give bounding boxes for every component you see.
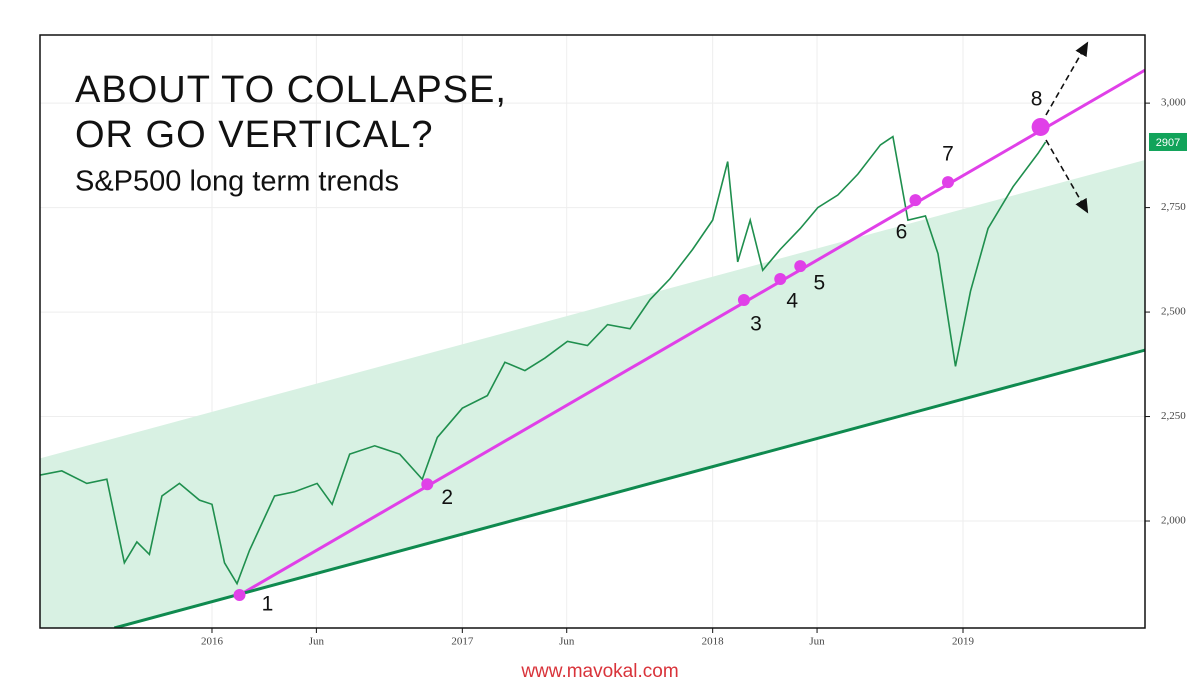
arrow-down xyxy=(1045,139,1089,214)
touch-point xyxy=(233,588,246,601)
price-line xyxy=(40,135,1047,586)
touch-label: 8 xyxy=(1031,87,1043,110)
touch-point xyxy=(909,194,922,207)
touch-label: 5 xyxy=(813,272,825,295)
y-tick-label: 2,250 xyxy=(1161,410,1186,422)
touch-label: 7 xyxy=(942,143,954,166)
plot-area xyxy=(40,35,1145,628)
x-tick-label: 2016 xyxy=(201,636,224,648)
title-line: ABOUT TO COLLAPSE, xyxy=(75,69,507,111)
touch-label: 4 xyxy=(786,290,798,313)
touch-label: 1 xyxy=(262,593,274,616)
y-tick-label: 2,000 xyxy=(1161,515,1186,527)
arrow-up xyxy=(1045,41,1089,116)
touch-label: 2 xyxy=(441,486,453,509)
trend-line xyxy=(238,68,1145,597)
x-tick-label: Jun xyxy=(309,636,325,648)
x-tick-label: 2017 xyxy=(451,636,474,648)
title-line: OR GO VERTICAL? xyxy=(75,114,434,156)
overlay: 2,000 2,250 2,500 2,750 3,000 2016 Jun 2017 Jun 2… xyxy=(201,87,1187,648)
y-tick-label: 2,500 xyxy=(1161,306,1186,318)
y-tick-label: 3,000 xyxy=(1161,97,1186,109)
x-tick-label: Jun xyxy=(809,636,825,648)
touch-point xyxy=(1031,117,1050,136)
x-tick-label: 2018 xyxy=(702,636,725,648)
last-price-box xyxy=(1149,132,1187,151)
touch-label: 3 xyxy=(750,312,762,335)
y-tick-label: 2,750 xyxy=(1161,201,1186,213)
trend-line xyxy=(113,348,1145,628)
touch-label: 6 xyxy=(896,221,908,244)
x-tick-label: Jun xyxy=(559,636,575,648)
touch-point xyxy=(737,293,750,306)
plot-frame xyxy=(39,34,1146,629)
touch-point xyxy=(421,478,434,491)
source: www.mavokal.com xyxy=(520,661,678,682)
channel-band xyxy=(40,159,1145,628)
touch-point xyxy=(774,273,787,286)
touch-point xyxy=(941,176,954,189)
subtitle: S&P500 long term trends xyxy=(75,166,399,198)
x-tick-label: 2019 xyxy=(952,636,975,648)
last-price-label: 2907 xyxy=(1156,137,1180,149)
touch-point xyxy=(794,260,807,273)
